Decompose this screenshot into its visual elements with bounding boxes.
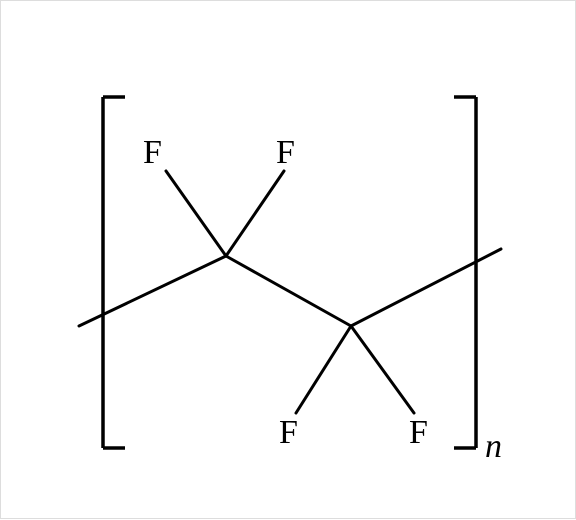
bond-leftext-c1 xyxy=(79,256,226,326)
bonds-group xyxy=(79,171,501,413)
atom-f2-label: F xyxy=(276,134,295,171)
bond-c2-f3 xyxy=(296,326,351,413)
atom-f1-label: F xyxy=(143,134,162,171)
bond-c2-rightext xyxy=(351,249,501,326)
atom-f3-label: F xyxy=(279,414,298,451)
chemical-structure-svg: F F F F n xyxy=(1,1,576,520)
bond-c1-c2 xyxy=(226,256,351,326)
bond-c1-f2 xyxy=(226,171,284,256)
atom-f4-label: F xyxy=(409,414,428,451)
bond-c2-f4 xyxy=(351,326,414,413)
bond-c1-f1 xyxy=(166,171,226,256)
left-bracket xyxy=(103,97,125,448)
repeat-subscript: n xyxy=(485,428,502,465)
